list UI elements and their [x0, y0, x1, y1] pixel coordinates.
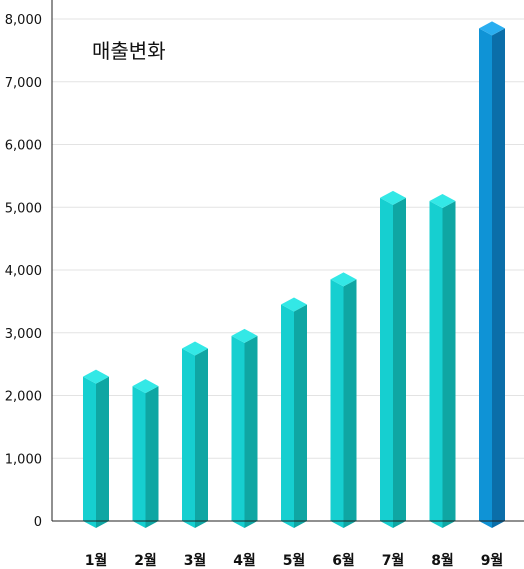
bar-top-cap — [83, 369, 109, 384]
y-tick-label: 8,000 — [5, 13, 42, 28]
bar-side-face — [393, 197, 406, 528]
bar-front-face — [429, 200, 443, 528]
x-tick-label: 9월 — [481, 552, 504, 569]
bar-side-face — [442, 200, 456, 528]
y-axis-ticks: 0 1,000 2,000 3,000 4,000 5,000 6,000 7,000 8,00… — [5, 13, 42, 530]
bar-4 — [231, 328, 258, 528]
bar-top-cap — [281, 297, 307, 312]
y-tick-label: 1,000 — [5, 452, 42, 467]
x-tick-label: 5월 — [283, 552, 306, 569]
x-tick-label: 7월 — [382, 552, 405, 569]
chart-title: 매출변화 — [92, 39, 166, 63]
y-tick-label: 3,000 — [5, 327, 42, 342]
x-tick-label: 3월 — [184, 552, 207, 569]
bar-top-cap — [380, 190, 406, 205]
y-tick-label: 6,000 — [5, 139, 42, 154]
bar-5 — [281, 297, 307, 528]
y-tick-label: 2,000 — [5, 390, 42, 405]
bar-side-face — [343, 279, 357, 528]
y-tick-label: 4,000 — [5, 264, 42, 279]
bar-front-face — [132, 386, 146, 528]
bar-3 — [182, 341, 208, 528]
x-tick-label: 2월 — [134, 552, 157, 569]
bar-top-cap — [479, 21, 505, 36]
bar-side-face — [96, 376, 109, 528]
bar-top-cap — [429, 193, 456, 208]
x-tick-label: 8월 — [431, 552, 454, 569]
x-tick-label: 1월 — [85, 552, 108, 569]
bar-front-face — [281, 304, 294, 528]
bar-top-cap — [231, 328, 258, 343]
bar-side-face — [492, 28, 505, 528]
y-tick-label: 7,000 — [5, 76, 42, 91]
bar-front-face — [182, 348, 195, 528]
bar-top-cap — [132, 379, 159, 394]
bar-front-face — [479, 28, 492, 528]
bar-front-face — [380, 197, 393, 528]
bars — [83, 21, 505, 528]
bar-side-face — [294, 304, 307, 528]
bar-7 — [380, 190, 406, 528]
x-axis-labels: 1월 2월 3월 4월 5월 6월 7월 8월 9월 — [85, 552, 504, 569]
bar-6 — [330, 272, 357, 528]
bar-top-cap — [182, 341, 208, 356]
bar-8 — [429, 193, 456, 528]
bar-front-face — [231, 335, 245, 528]
x-tick-label: 6월 — [332, 552, 355, 569]
bar-side-face — [244, 335, 258, 528]
bar-front-face — [330, 279, 344, 528]
bar-front-face — [83, 376, 96, 528]
bar-top-cap — [330, 272, 357, 287]
bar-9 — [479, 21, 505, 528]
bar-side-face — [145, 386, 159, 528]
y-tick-label: 0 — [34, 515, 42, 530]
y-tick-label: 5,000 — [5, 201, 42, 216]
x-tick-label: 4월 — [233, 552, 256, 569]
bar-1 — [83, 369, 109, 528]
bar-side-face — [195, 348, 208, 528]
bar-2 — [132, 379, 159, 528]
